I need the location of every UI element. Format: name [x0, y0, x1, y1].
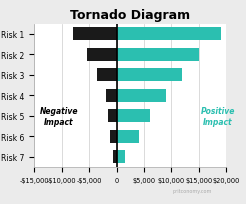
Text: Negative
Impact: Negative Impact: [40, 107, 78, 126]
Bar: [87, 49, 117, 61]
Bar: [106, 90, 117, 102]
Bar: [110, 130, 117, 143]
Bar: [117, 151, 125, 163]
Bar: [117, 28, 221, 41]
Text: Positive
Impact: Positive Impact: [201, 107, 235, 126]
Bar: [97, 69, 117, 82]
Text: pritconomy.com: pritconomy.com: [172, 188, 212, 193]
Bar: [73, 28, 117, 41]
Title: Tornado Diagram: Tornado Diagram: [70, 9, 190, 22]
Bar: [113, 151, 117, 163]
Bar: [117, 69, 183, 82]
Bar: [117, 90, 166, 102]
Bar: [117, 110, 150, 123]
Bar: [108, 110, 117, 123]
Bar: [117, 130, 138, 143]
Bar: [117, 49, 199, 61]
